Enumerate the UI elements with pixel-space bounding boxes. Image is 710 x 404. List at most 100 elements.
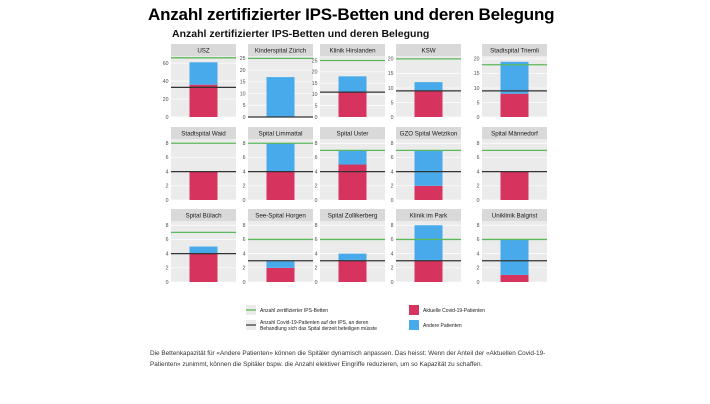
bar-covid — [500, 274, 529, 282]
facet-strip — [482, 127, 547, 139]
legend-label: Anzahl Covid-19-Patienten auf der IPS, a… — [260, 320, 377, 332]
facet-strip — [396, 209, 461, 221]
y-tick-label: 15 — [312, 81, 318, 87]
y-tick-label: 6 — [477, 155, 480, 161]
bar-andere — [266, 77, 295, 117]
y-tick-label: 4 — [315, 251, 318, 257]
y-tick-label: 0 — [391, 280, 394, 286]
facet-panel: Spital Bülach 0 2 4 6 8 — [166, 209, 236, 286]
chart-caption: Die Bettenkapazität für «Andere Patiente… — [150, 350, 546, 368]
bar-covid — [414, 90, 443, 117]
y-tick-label: 6 — [243, 237, 246, 243]
y-tick-label: 2 — [391, 184, 394, 190]
bar-andere — [189, 62, 218, 85]
legend-label: Andere Patienten — [423, 323, 462, 329]
facet-strip — [482, 44, 547, 56]
legend-label: Aktuelle Covid-19-Patienten — [423, 308, 485, 314]
facet-panel: Spital Männedorf 0 2 4 6 8 — [477, 127, 547, 204]
chart-legend: Anzahl zertifizierter IPS-Betten Anzahl C… — [246, 305, 485, 332]
y-tick-label: 6 — [391, 237, 394, 243]
facet-strip — [320, 209, 385, 221]
facet-panel: Uniklinik Balgrist 0 2 4 6 8 — [477, 209, 547, 286]
y-tick-label: 4 — [166, 169, 169, 175]
bar-andere — [414, 82, 443, 91]
y-tick-label: 25 — [240, 56, 246, 62]
facet-strip — [248, 127, 313, 139]
bar-covid — [189, 84, 218, 117]
y-tick-label: 6 — [315, 237, 318, 243]
y-tick-label: 8 — [391, 141, 394, 147]
y-tick-label: 2 — [315, 184, 318, 190]
y-tick-label: 6 — [315, 155, 318, 161]
bar-andere — [189, 246, 218, 254]
bar-andere — [338, 253, 367, 261]
y-tick-label: 10 — [312, 92, 318, 98]
bar-covid — [338, 164, 367, 200]
y-tick-label: 4 — [391, 251, 394, 257]
bar-covid — [266, 171, 295, 200]
facet-panel: Klinik Hirslanden 0 5 10 15 20 25 — [312, 44, 385, 121]
facet-label: Spital Bülach — [185, 213, 222, 220]
y-tick-label: 0 — [243, 198, 246, 204]
y-tick-label: 0 — [166, 115, 169, 121]
y-tick-label: 60 — [163, 61, 169, 67]
y-tick-label: 20 — [474, 57, 480, 63]
y-tick-label: 0 — [315, 198, 318, 204]
y-tick-label: 20 — [388, 57, 394, 63]
facet-strip — [320, 44, 385, 56]
y-tick-label: 2 — [243, 184, 246, 190]
y-tick-label: 4 — [477, 251, 480, 257]
facet-strip — [171, 44, 236, 56]
y-tick-label: 4 — [243, 251, 246, 257]
chart-title: Anzahl zertifizierter IPS-Betten und der… — [172, 28, 429, 40]
facet-panel: Kinderspital Zürich 0 5 10 15 20 25 — [240, 44, 313, 121]
y-tick-label: 25 — [312, 58, 318, 64]
y-tick-label: 6 — [166, 237, 169, 243]
bar-andere — [266, 260, 295, 268]
facet-panel: Stadtspital Waid 0 2 4 6 8 — [166, 127, 236, 204]
bar-covid — [266, 267, 295, 282]
y-tick-label: 15 — [388, 71, 394, 77]
y-tick-label: 10 — [240, 91, 246, 97]
facet-panel: Spital Zollikerberg 0 2 4 6 8 — [315, 209, 385, 286]
facet-label: See-Spital Horgen — [255, 213, 306, 220]
bar-andere — [414, 225, 443, 261]
y-tick-label: 20 — [163, 97, 169, 103]
facet-strip — [396, 127, 461, 139]
facet-strip — [171, 127, 236, 139]
y-tick-label: 0 — [243, 280, 246, 286]
y-tick-label: 2 — [166, 266, 169, 272]
facet-label: GZO Spital Wetzikon — [400, 131, 458, 138]
legend-label: Anzahl zertifizierter IPS-Betten — [260, 308, 328, 314]
y-tick-label: 8 — [477, 223, 480, 229]
facet-strip — [396, 44, 461, 56]
y-tick-label: 40 — [163, 79, 169, 85]
facet-panel: USZ 0 20 40 60 — [163, 44, 236, 121]
facet-label: Spital Limmattal — [258, 131, 302, 138]
y-tick-label: 8 — [243, 141, 246, 147]
bar-andere — [266, 143, 295, 172]
y-tick-label: 2 — [166, 184, 169, 190]
legend-key-andere — [409, 320, 419, 330]
page-headline: Anzahl zertifizierter IPS-Betten und der… — [148, 5, 555, 24]
y-tick-label: 5 — [315, 104, 318, 110]
facet-label: Stadtspital Waid — [181, 131, 226, 138]
facet-panel: GZO Spital Wetzikon 0 2 4 6 8 — [391, 127, 461, 204]
bar-andere — [500, 61, 529, 94]
y-tick-label: 0 — [477, 280, 480, 286]
bar-andere — [414, 150, 443, 186]
y-tick-label: 0 — [166, 280, 169, 286]
y-tick-label: 10 — [388, 86, 394, 92]
y-tick-label: 5 — [391, 100, 394, 106]
y-tick-label: 0 — [477, 198, 480, 204]
y-tick-label: 2 — [477, 184, 480, 190]
bar-andere — [338, 150, 367, 165]
y-tick-label: 5 — [477, 100, 480, 106]
bar-andere — [338, 76, 367, 93]
ips-beds-chart: Anzahl zertifizierter IPS-Betten und der… — [150, 24, 562, 344]
facet-panel: KSW 0 5 10 15 20 — [388, 44, 461, 121]
y-tick-label: 8 — [166, 141, 169, 147]
y-tick-label: 0 — [315, 115, 318, 121]
y-tick-label: 2 — [477, 266, 480, 272]
facet-panel: Spital Limmattal 0 2 4 6 8 — [243, 127, 313, 204]
